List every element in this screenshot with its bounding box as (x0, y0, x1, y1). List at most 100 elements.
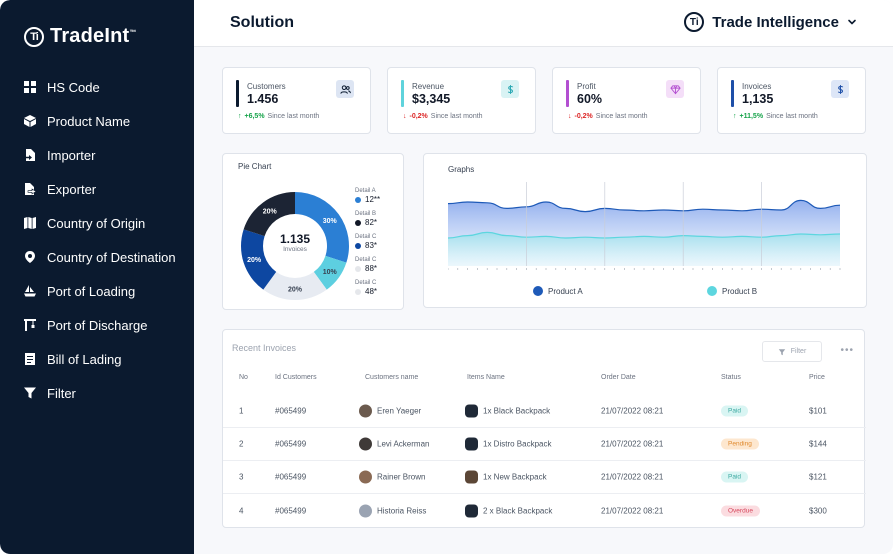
donut-slice[interactable] (243, 192, 295, 237)
sidebar-item-country-of-destination[interactable]: Country of Destination (23, 240, 193, 274)
pie-legend-item: Detail C 83* (355, 234, 380, 257)
customer-name-cell: Rainer Brown (359, 470, 425, 484)
sidebar-item-label: Filter (47, 385, 76, 401)
table-row[interactable]: 2 #065499 Levi Ackerman 1x Distro Backpack 2… (223, 428, 866, 461)
sidebar-item-exporter[interactable]: Exporter (23, 172, 193, 206)
pie-legend-value: 48* (365, 287, 378, 296)
donut-center: 1.135 Invoices (265, 232, 325, 253)
customer-id: #065499 (275, 406, 307, 416)
donut-slice[interactable] (295, 192, 349, 263)
item-name: 1x Distro Backpack (483, 439, 552, 449)
top-header: Solution Ti Trade Intelligence (194, 0, 893, 47)
sidebar-item-label: Port of Discharge (47, 317, 148, 333)
donut-slice[interactable] (241, 229, 277, 290)
kpi-label: Revenue (412, 82, 445, 91)
sidebar-item-country-of-origin[interactable]: Country of Origin (23, 206, 193, 240)
arrow-up-icon: ↑ (238, 113, 242, 120)
sidebar-item-label: Port of Loading (47, 283, 136, 299)
series-line-0 (448, 199, 841, 213)
donut-slice[interactable] (313, 255, 347, 290)
legend-dot (355, 242, 361, 249)
donut-slice-label: 20% (247, 257, 262, 264)
sidebar-item-importer[interactable]: Importer (23, 138, 193, 172)
workspace-name: Trade Intelligence (712, 13, 839, 31)
recent-invoices-card: Recent Invoices Filter ••• No Id Customer… (222, 329, 866, 528)
pie-legend-name: Detail C (355, 257, 377, 263)
column-header-no[interactable]: No (239, 374, 248, 381)
donut-slice-label: 30% (323, 218, 338, 225)
avatar (359, 404, 372, 418)
kpi-trend-value: +6,5% (244, 113, 265, 120)
donut-slice[interactable] (263, 271, 327, 300)
item-name: 1x Black Backpack (483, 406, 551, 416)
avatar (359, 437, 372, 451)
legend-product-a[interactable]: Product A (533, 286, 583, 296)
more-options-button[interactable]: ••• (840, 345, 854, 356)
item-name: 1x New Backpack (483, 472, 547, 482)
legend-dot-a (533, 286, 543, 296)
table-title: Recent Invoices (232, 343, 297, 353)
column-header-price[interactable]: Price (809, 374, 825, 381)
donut-center-label: Invoices (283, 246, 307, 253)
pie-legend-item: Detail C 48* (355, 280, 380, 303)
kpi-trend-value: -0,2% (574, 113, 593, 120)
legend-dot (355, 288, 361, 295)
kpi-card-invoices: Invoices 1,135 ↑ +11,5% Since last month (717, 67, 866, 134)
legend-product-b[interactable]: Product B (707, 286, 757, 296)
filter-label: Filter (790, 348, 807, 355)
chevron-down-icon (848, 19, 856, 25)
sidebar-item-product-name[interactable]: Product Name (23, 104, 193, 138)
kpi-trend: ↓ -0,2% Since last month (403, 113, 483, 120)
kpi-card-revenue: Revenue $3,345 ↓ -0,2% Since last month (387, 67, 536, 134)
crane-icon (23, 318, 37, 332)
arrow-up-icon: ↑ (733, 113, 737, 120)
customer-id: #065499 (275, 506, 307, 515)
sidebar-item-port-of-loading[interactable]: Port of Loading (23, 274, 193, 308)
sidebar-item-label: Bill of Lading (47, 351, 122, 367)
pie-legend: Detail A 12** Detail B 82* Detail C 83* Detail… (355, 188, 380, 303)
status-text: Paid (721, 405, 749, 417)
sidebar-item-hs-code[interactable]: HS Code (23, 70, 193, 104)
item-name-cell: 1x Black Backpack (465, 404, 551, 418)
column-header-items-name[interactable]: Items Name (467, 374, 505, 381)
price: $121 (809, 472, 827, 482)
column-header-order-date[interactable]: Order Date (601, 374, 636, 381)
sidebar-item-label: Exporter (47, 181, 97, 197)
pie-legend-value: 12** (365, 195, 381, 204)
sidebar-item-port-of-discharge[interactable]: Port of Discharge (23, 308, 193, 342)
brand[interactable]: Ti TradeInt™ (24, 25, 137, 48)
workspace-switcher[interactable]: Ti Trade Intelligence (684, 12, 857, 32)
arrow-down-icon: ↓ (403, 113, 407, 120)
column-header-status[interactable]: Status (721, 374, 741, 381)
filter-icon (778, 348, 785, 355)
table-row[interactable]: 1 #065499 Eren Yaeger 1x Black Backpack 21/0… (223, 395, 866, 428)
sidebar-item-label: HS Code (47, 79, 100, 95)
sidebar-item-filter[interactable]: Filter (23, 376, 193, 410)
kpi-accent-bar (401, 80, 404, 107)
sidebar-item-label: Country of Destination (47, 249, 176, 265)
filter-button[interactable]: Filter (762, 341, 822, 362)
graph-title: Graphs (448, 165, 475, 174)
kpi-value: 60% (577, 92, 603, 106)
customer-name-cell: Eren Yaeger (359, 404, 422, 418)
arrow-down-icon: ↓ (568, 113, 572, 120)
table-row[interactable]: 4 #065499 Historia Reiss 2 x Black Backpack… (223, 494, 866, 527)
column-header-customers-name[interactable]: Customers name (365, 374, 419, 381)
column-header-id-customers[interactable]: Id Customers (275, 374, 317, 381)
item-name-cell: 2 x Black Backpack (465, 504, 552, 517)
kpi-trend: ↓ -0,2% Since last month (568, 113, 648, 120)
series-area-1 (448, 232, 840, 266)
customer-name: Eren Yaeger (377, 406, 422, 416)
table-row[interactable]: 3 #065499 Rainer Brown 1x New Backpack 21/07… (223, 461, 866, 494)
sidebar-item-label: Importer (47, 147, 96, 163)
graph-card: Graphs Product A Product B (423, 153, 867, 308)
legend-label-b: Product B (722, 286, 758, 296)
row-number: 4 (239, 506, 244, 515)
pie-legend-name: Detail B (355, 211, 377, 217)
sidebar-item-bill-of-lading[interactable]: Bill of Lading (23, 342, 193, 376)
pie-legend-name: Detail A (355, 188, 376, 194)
workspace-logo-icon: Ti (684, 12, 705, 32)
filter-icon (23, 386, 37, 400)
donut-slice-label: 20% (288, 287, 303, 294)
